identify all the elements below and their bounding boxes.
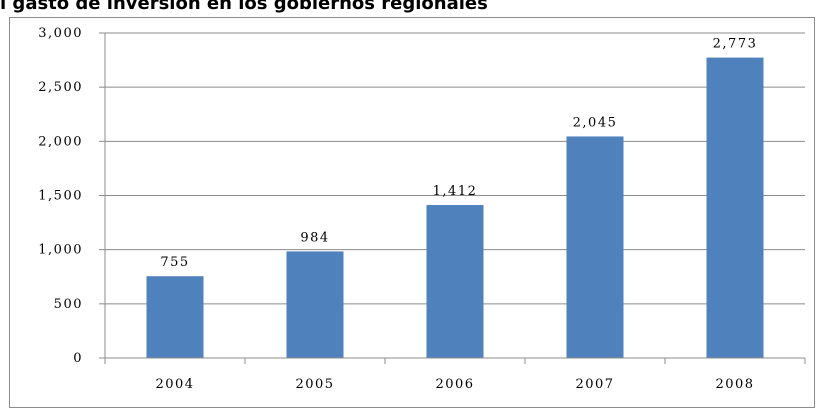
chart-title: l gasto de inversión en los gobiernos re… xyxy=(0,0,488,14)
bars xyxy=(146,57,764,358)
x-tick-label: 2008 xyxy=(715,377,754,392)
x-tick-label: 2007 xyxy=(575,377,614,392)
x-tick-label: 2004 xyxy=(155,377,194,392)
data-label-2006: 1,412 xyxy=(433,184,478,199)
bar-2008 xyxy=(706,57,764,358)
y-tick-label: 0 xyxy=(73,351,83,366)
data-label-2004: 755 xyxy=(160,255,189,270)
bar-2007 xyxy=(566,136,624,358)
y-tick-label: 2,500 xyxy=(38,80,83,95)
chart-frame xyxy=(9,17,815,408)
data-label-2005: 984 xyxy=(300,230,329,245)
y-tick-label: 500 xyxy=(54,297,83,312)
y-tick-label: 2,000 xyxy=(38,134,83,149)
x-tick-label: 2006 xyxy=(435,377,474,392)
bar-2005 xyxy=(286,251,344,358)
data-label-2007: 2,045 xyxy=(573,115,618,130)
axes xyxy=(99,32,806,364)
data-label-2008: 2,773 xyxy=(713,37,758,52)
bar-2004 xyxy=(146,276,204,358)
y-tick-label: 1,000 xyxy=(38,243,83,258)
x-tick-label: 2005 xyxy=(295,377,334,392)
y-tick-label: 1,500 xyxy=(38,189,83,204)
y-tick-label: 3,000 xyxy=(38,26,83,41)
bar-2006 xyxy=(426,205,484,358)
labels: 0 500 1,000 1,500 2,000 2,500 3,000 755 2004 984 2… xyxy=(38,26,758,392)
